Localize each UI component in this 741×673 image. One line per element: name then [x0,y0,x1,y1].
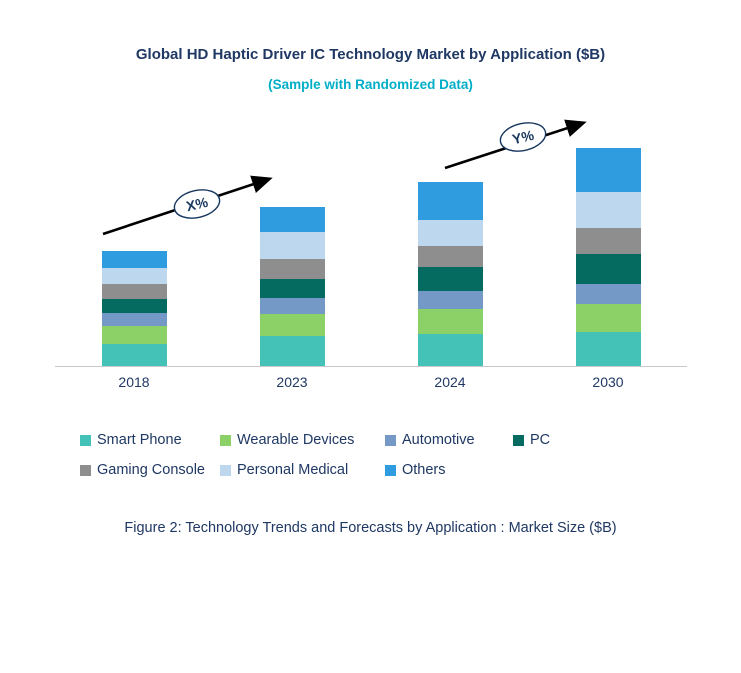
legend-label: Gaming Console [97,462,205,478]
bar-slot-2023 [213,116,371,366]
bar-segment [417,309,483,334]
bar-segment [259,279,325,298]
chart-legend: Smart Phone Wearable Devices Automotive … [80,432,741,478]
bar-segment [575,304,641,332]
legend-item-pc: PC [513,432,741,448]
bar-segment [101,284,167,299]
legend-item-gaming-console: Gaming Console [80,462,220,478]
legend-item-personal-medical: Personal Medical [220,462,385,478]
legend-swatch-icon [385,434,396,446]
stacked-bar-2023 [259,207,325,366]
x-axis-label-2030: 2030 [592,374,624,390]
bar-segment [417,334,483,366]
legend-label: Personal Medical [237,462,349,478]
bar-segment [417,267,483,291]
bar-segment [101,299,167,313]
bar-segment [417,220,483,246]
stacked-bar-2018 [101,251,167,366]
bar-segment [259,259,325,279]
legend-swatch-icon [220,464,231,476]
legend-swatch-icon [220,434,231,446]
legend-item-wearable-devices: Wearable Devices [220,432,385,448]
legend-item-automotive: Automotive [385,432,513,448]
legend-swatch-icon [80,434,91,446]
bar-segment [259,207,325,232]
x-axis-label-2023: 2023 [276,374,308,390]
legend-label: Wearable Devices [237,432,355,448]
stacked-bar-2024 [417,182,483,366]
legend-label: Smart Phone [97,432,182,448]
legend-swatch-icon [513,434,524,446]
bar-slot-2030 [529,116,687,366]
x-axis-labels: 2018 2023 2024 2030 [55,374,687,390]
x-axis-label-2018: 2018 [118,374,150,390]
bar-slot-2024 [371,116,529,366]
bar-segment [259,298,325,314]
plot-area [55,116,687,366]
stacked-bar-chart: 2018 2023 2024 2030 X% Y% [55,116,687,406]
bar-segment [417,246,483,267]
chart-title: Global HD Haptic Driver IC Technology Ma… [135,46,606,63]
bar-segment [575,148,641,192]
figure-caption: Figure 2: Technology Trends and Forecast… [124,520,617,536]
bar-segment [259,232,325,259]
legend-swatch-icon [385,464,396,476]
legend-label: Automotive [402,432,475,448]
bar-segment [259,336,325,366]
bar-segment [101,344,167,366]
bar-slot-2018 [55,116,213,366]
bar-segment [575,284,641,304]
legend-label: Others [402,462,446,478]
bar-segment [417,291,483,309]
bar-segment [101,268,167,284]
legend-item-smart-phone: Smart Phone [80,432,220,448]
bar-segment [259,314,325,336]
legend-label: PC [530,432,551,448]
legend-item-others: Others [385,462,513,478]
bar-segment [575,254,641,284]
bar-segment [575,192,641,228]
bar-segment [101,251,167,268]
bar-segment [417,182,483,220]
bar-segment [575,332,641,366]
x-axis-label-2024: 2024 [434,374,466,390]
stacked-bar-2030 [575,148,641,366]
chart-subtitle: (Sample with Randomized Data) [268,77,473,92]
x-axis-line [55,366,687,367]
legend-swatch-icon [80,464,91,476]
bar-segment [101,313,167,326]
bar-segment [101,326,167,344]
bar-segment [575,228,641,254]
